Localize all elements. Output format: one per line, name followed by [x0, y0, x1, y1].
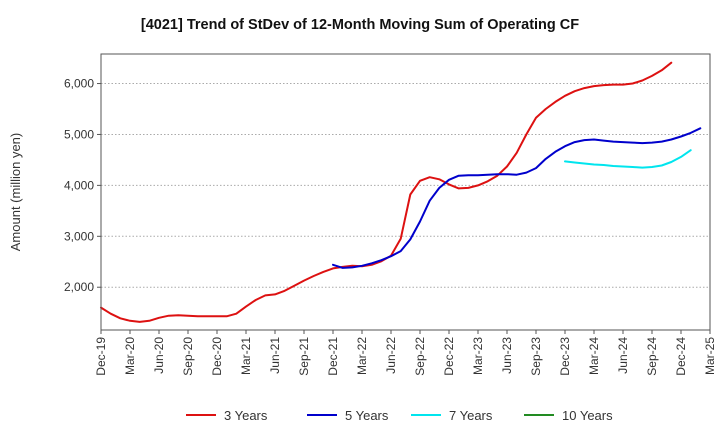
x-axis: Dec-19 Mar-20 Jun-20 Sep-20 Dec-20 Mar-21 Jun-…	[94, 330, 717, 376]
legend-label: 3 Years	[224, 408, 268, 423]
y-tick-label: 3,000	[64, 229, 94, 243]
x-tick-label: Mar-23	[471, 337, 485, 375]
x-tick-label: Jun-23	[500, 337, 514, 374]
plot-frame	[100, 53, 711, 331]
legend-label: 7 Years	[449, 408, 493, 423]
legend-label: 5 Years	[345, 408, 389, 423]
x-tick-label: Sep-23	[529, 337, 543, 376]
series-line-7-years	[564, 149, 692, 169]
x-tick-label: Dec-21	[326, 337, 340, 376]
x-tick-label: Dec-19	[94, 337, 108, 376]
x-tick-label: Sep-24	[645, 337, 659, 376]
x-tick-label: Jun-20	[152, 337, 166, 374]
chart-title: [4021] Trend of StDev of 12-Month Moving…	[141, 17, 579, 33]
y-tick-label: 6,000	[64, 77, 94, 91]
x-tick-label: Jun-21	[268, 337, 282, 374]
legend: 3 Years 5 Years 7 Years 10 Years	[186, 408, 613, 423]
x-tick-label: Sep-22	[413, 337, 427, 376]
x-tick-label: Dec-23	[558, 337, 572, 376]
x-tick-label: Mar-24	[587, 337, 601, 375]
y-axis: 2,000 3,000 4,000 5,000 6,000	[64, 77, 101, 294]
x-tick-label: Mar-25	[703, 337, 717, 375]
y-tick-label: 2,000	[64, 280, 94, 294]
grid-lines	[101, 83, 710, 288]
series-line-5-years	[332, 127, 702, 269]
x-tick-label: Mar-20	[123, 337, 137, 375]
x-tick-label: Mar-22	[355, 337, 369, 375]
x-tick-label: Dec-24	[674, 337, 688, 376]
legend-label: 10 Years	[562, 408, 613, 423]
series-line-3-years	[100, 61, 673, 323]
series-lines	[100, 61, 702, 323]
x-tick-label: Mar-21	[239, 337, 253, 375]
x-tick-label: Jun-22	[384, 337, 398, 374]
x-tick-label: Jun-24	[616, 337, 630, 374]
y-tick-label: 5,000	[64, 127, 94, 141]
x-tick-label: Sep-21	[297, 337, 311, 376]
x-tick-label: Sep-20	[181, 337, 195, 376]
y-axis-label: Amount (million yen)	[8, 133, 23, 252]
x-tick-label: Dec-22	[442, 337, 456, 376]
x-tick-label: Dec-20	[210, 337, 224, 376]
y-tick-label: 4,000	[64, 178, 94, 192]
